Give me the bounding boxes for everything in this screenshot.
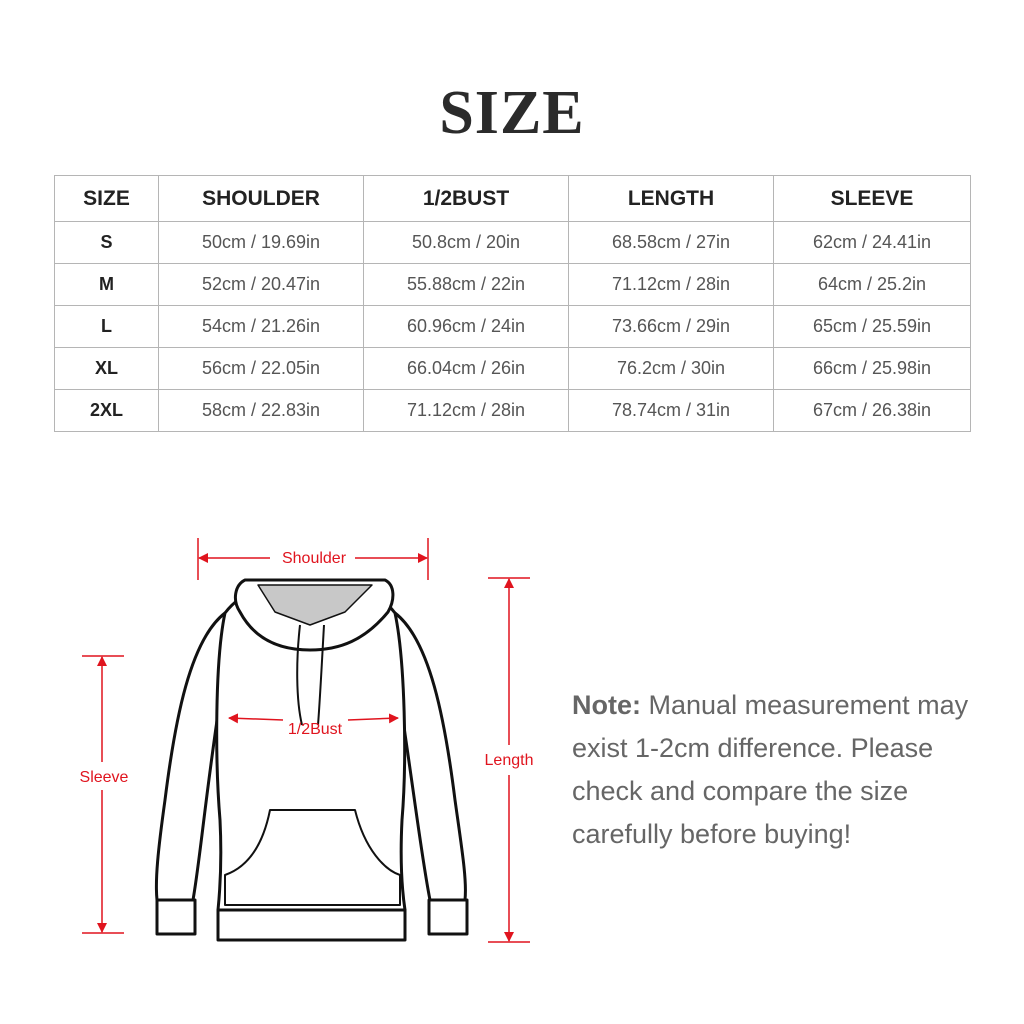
hoodie-pocket: [224, 809, 401, 906]
hoodie-outline: [154, 578, 469, 942]
size-cell: S: [54, 221, 159, 264]
header-bust: 1/2BUST: [363, 175, 569, 222]
measurement-cell: 66cm / 25.98in: [773, 347, 971, 390]
measurement-cell: 68.58cm / 27in: [568, 221, 774, 264]
hoodie-waistband: [216, 908, 407, 942]
measurement-cell: 73.66cm / 29in: [568, 305, 774, 348]
measurement-cell: 64cm / 25.2in: [773, 263, 971, 306]
measurement-note: Note: Manual measurement may exist 1-2cm…: [572, 684, 992, 856]
measurement-cell: 78.74cm / 31in: [568, 389, 774, 432]
table-row: S 50cm / 19.69in 50.8cm / 20in 68.58cm / 27…: [54, 221, 971, 264]
measurement-cell: 50cm / 19.69in: [158, 221, 364, 264]
note-label: Note:: [572, 690, 641, 720]
sleeve-label: Sleeve: [80, 769, 129, 786]
page-title: SIZE: [439, 79, 585, 147]
table-row: L 54cm / 21.26in 60.96cm / 24in 73.66cm / 2…: [54, 305, 971, 348]
drawstring-left: [296, 624, 303, 726]
measurement-cell: 71.12cm / 28in: [363, 389, 569, 432]
size-cell: L: [54, 305, 159, 348]
shoulder-label: Shoulder: [282, 550, 347, 567]
hoodie-left-sleeve: [154, 611, 227, 902]
measurement-cell: 62cm / 24.41in: [773, 221, 971, 264]
measurement-cell: 56cm / 22.05in: [158, 347, 364, 390]
measurement-cell: 71.12cm / 28in: [568, 263, 774, 306]
length-label: Length: [485, 752, 534, 769]
table-row: 2XL 58cm / 22.83in 71.12cm / 28in 78.74cm /…: [54, 389, 971, 432]
table-header-row: SIZE SHOULDER 1/2BUST LENGTH SLEEVE: [54, 175, 971, 222]
measurement-cell: 55.88cm / 22in: [363, 263, 569, 306]
header-shoulder: SHOULDER: [158, 175, 364, 222]
table-row: M 52cm / 20.47in 55.88cm / 22in 71.12cm / 2…: [54, 263, 971, 306]
hood-lining: [257, 584, 373, 626]
hoodie-right-cuff: [427, 898, 469, 936]
measurement-lines: [82, 538, 530, 943]
table-row: XL 56cm / 22.05in 66.04cm / 26in 76.2cm / 3…: [54, 347, 971, 390]
size-cell: M: [54, 263, 159, 306]
measurement-cell: 52cm / 20.47in: [158, 263, 364, 306]
size-table: SIZE SHOULDER 1/2BUST LENGTH SLEEVE S 50c…: [54, 175, 971, 432]
measurement-cell: 67cm / 26.38in: [773, 389, 971, 432]
measurement-cell: 58cm / 22.83in: [158, 389, 364, 432]
bust-label: 1/2Bust: [288, 721, 343, 738]
drawstring-right: [317, 624, 325, 726]
size-cell: 2XL: [54, 389, 159, 432]
note-text: Manual measurement may exist 1-2cm diffe…: [572, 690, 969, 849]
hoodie-left-cuff: [155, 898, 197, 936]
measurement-cell: 54cm / 21.26in: [158, 305, 364, 348]
bust-arrow: [228, 713, 284, 724]
measurement-cell: 65cm / 25.59in: [773, 305, 971, 348]
hoodie-right-sleeve: [393, 611, 467, 902]
header-size: SIZE: [54, 175, 159, 222]
header-sleeve: SLEEVE: [773, 175, 971, 222]
